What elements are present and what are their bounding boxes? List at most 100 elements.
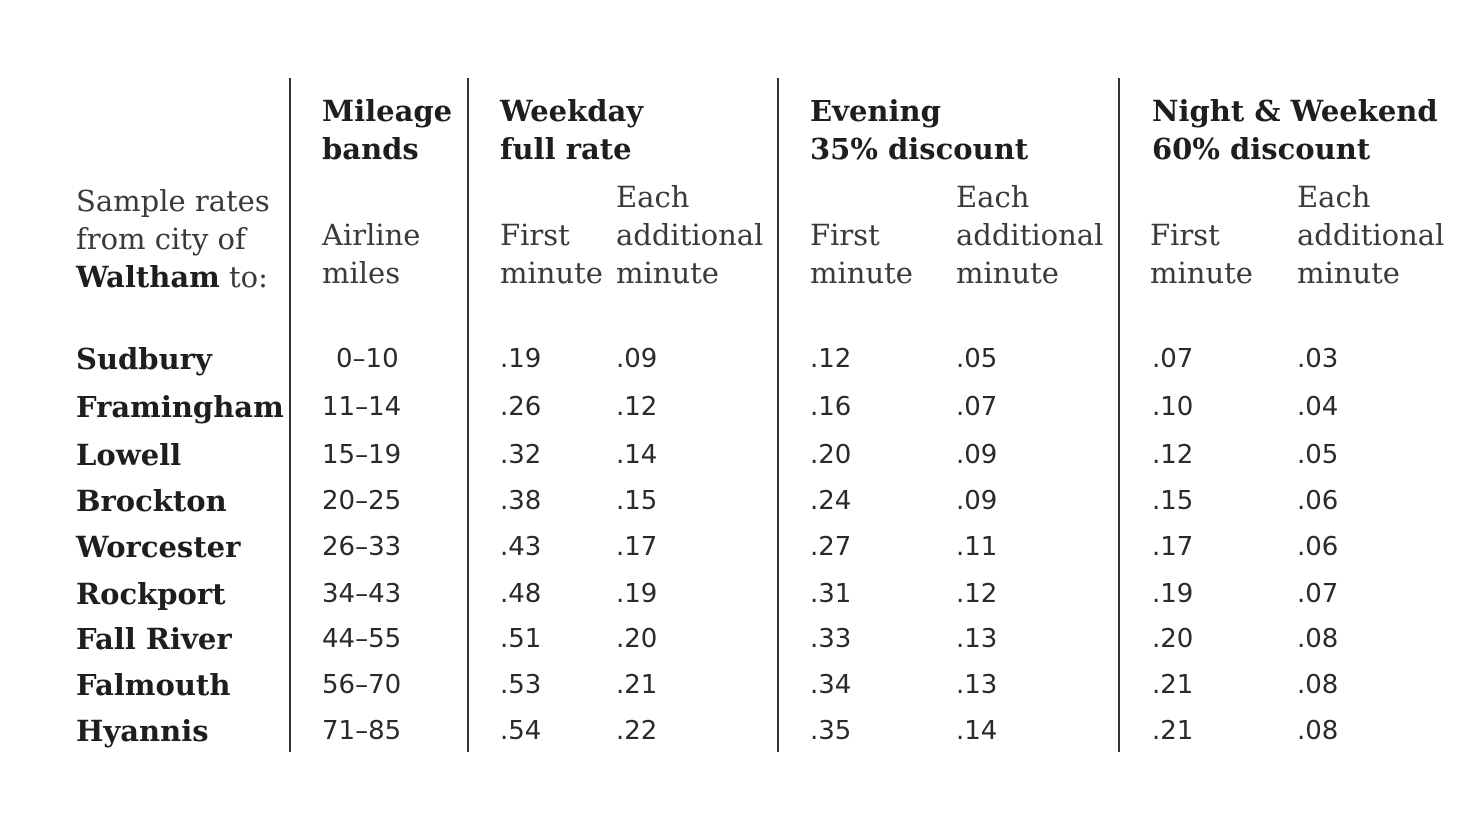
column-divider	[289, 78, 291, 752]
header-line: Night & Weekend	[1152, 94, 1438, 128]
subheader-line: minute	[616, 256, 719, 290]
column-divider	[467, 78, 469, 752]
miles-cell: 0–10	[336, 344, 399, 374]
evening-first-cell: .34	[810, 670, 852, 700]
night-first-cell: .15	[1152, 486, 1194, 516]
header-mileage-bands: Mileage bands	[322, 92, 452, 168]
city-cell: Worcester	[76, 530, 241, 564]
night-additional-cell: .08	[1297, 624, 1339, 654]
city-cell: Hyannis	[76, 714, 209, 748]
header-line: bands	[322, 132, 419, 166]
subheader-weekday-additional: Each additional minute	[616, 178, 763, 292]
night-additional-cell: .06	[1297, 486, 1339, 516]
night-first-cell: .17	[1152, 532, 1194, 562]
weekday-first-cell: .54	[500, 716, 542, 746]
miles-cell: 11–14	[322, 392, 402, 422]
evening-additional-cell: .05	[956, 344, 998, 374]
miles-cell: 26–33	[322, 532, 402, 562]
subheader-line: First	[500, 218, 570, 252]
weekday-first-cell: .19	[500, 344, 542, 374]
weekday-additional-cell: .19	[616, 579, 658, 609]
night-additional-cell: .08	[1297, 716, 1339, 746]
weekday-first-cell: .26	[500, 392, 542, 422]
evening-first-cell: .35	[810, 716, 852, 746]
city-cell: Lowell	[76, 438, 182, 472]
city-cell: Falmouth	[76, 668, 231, 702]
weekday-first-cell: .38	[500, 486, 542, 516]
night-first-cell: .20	[1152, 624, 1194, 654]
subheader-evening-first: First minute	[810, 216, 913, 292]
evening-additional-cell: .09	[956, 440, 998, 470]
night-additional-cell: .06	[1297, 532, 1339, 562]
intro-suffix: to:	[219, 260, 268, 294]
intro-line-3: Waltham to:	[76, 258, 270, 296]
intro-text: Sample rates from city of Waltham to:	[76, 182, 270, 296]
header-evening: Evening 35% discount	[810, 92, 1028, 168]
weekday-additional-cell: .21	[616, 670, 658, 700]
column-divider	[777, 78, 779, 752]
night-first-cell: .10	[1152, 392, 1194, 422]
subheader-line: minute	[1150, 256, 1253, 290]
weekday-first-cell: .43	[500, 532, 542, 562]
weekday-first-cell: .48	[500, 579, 542, 609]
weekday-additional-cell: .17	[616, 532, 658, 562]
subheader-line: minute	[810, 256, 913, 290]
miles-cell: 71–85	[322, 716, 402, 746]
weekday-additional-cell: .15	[616, 486, 658, 516]
subheader-line: First	[1150, 218, 1220, 252]
intro-line-2: from city of	[76, 222, 246, 256]
subheader-evening-additional: Each additional minute	[956, 178, 1103, 292]
evening-additional-cell: .13	[956, 670, 998, 700]
subheader-line: Each	[616, 180, 690, 214]
miles-cell: 15–19	[322, 440, 402, 470]
weekday-additional-cell: .09	[616, 344, 658, 374]
header-line: Evening	[810, 94, 941, 128]
weekday-additional-cell: .20	[616, 624, 658, 654]
subheader-line: Each	[956, 180, 1030, 214]
miles-cell: 20–25	[322, 486, 402, 516]
evening-additional-cell: .12	[956, 579, 998, 609]
miles-cell: 34–43	[322, 579, 402, 609]
night-additional-cell: .07	[1297, 579, 1339, 609]
evening-first-cell: .20	[810, 440, 852, 470]
header-line: 35% discount	[810, 132, 1029, 166]
evening-first-cell: .27	[810, 532, 852, 562]
weekday-first-cell: .53	[500, 670, 542, 700]
night-first-cell: .21	[1152, 716, 1194, 746]
city-cell: Sudbury	[76, 342, 212, 376]
header-line: Weekday	[500, 94, 644, 128]
evening-additional-cell: .07	[956, 392, 998, 422]
night-additional-cell: .03	[1297, 344, 1339, 374]
weekday-additional-cell: .12	[616, 392, 658, 422]
intro-line-1: Sample rates	[76, 184, 270, 218]
subheader-weekday-first: First minute	[500, 216, 603, 292]
header-line: full rate	[500, 132, 632, 166]
subheader-line: minute	[956, 256, 1059, 290]
subheader-night-first: First minute	[1150, 216, 1253, 292]
subheader-line: Airline	[322, 218, 421, 252]
night-first-cell: .19	[1152, 579, 1194, 609]
subheader-line: minute	[500, 256, 603, 290]
header-weekday: Weekday full rate	[500, 92, 643, 168]
subheader-line: Each	[1297, 180, 1371, 214]
weekday-first-cell: .32	[500, 440, 542, 470]
subheader-night-additional: Each additional minute	[1297, 178, 1444, 292]
evening-additional-cell: .14	[956, 716, 998, 746]
miles-cell: 56–70	[322, 670, 402, 700]
evening-additional-cell: .11	[956, 532, 998, 562]
city-cell: Fall River	[76, 622, 232, 656]
subheader-airline-miles: Airline miles	[322, 216, 420, 292]
night-additional-cell: .08	[1297, 670, 1339, 700]
header-line: Mileage	[322, 94, 453, 128]
evening-first-cell: .31	[810, 579, 852, 609]
night-additional-cell: .05	[1297, 440, 1339, 470]
evening-first-cell: .16	[810, 392, 852, 422]
evening-first-cell: .24	[810, 486, 852, 516]
subheader-line: additional	[956, 218, 1104, 252]
city-cell: Rockport	[76, 577, 226, 611]
city-cell: Brockton	[76, 484, 227, 518]
night-first-cell: .21	[1152, 670, 1194, 700]
column-divider	[1118, 78, 1120, 752]
night-first-cell: .07	[1152, 344, 1194, 374]
evening-first-cell: .12	[810, 344, 852, 374]
